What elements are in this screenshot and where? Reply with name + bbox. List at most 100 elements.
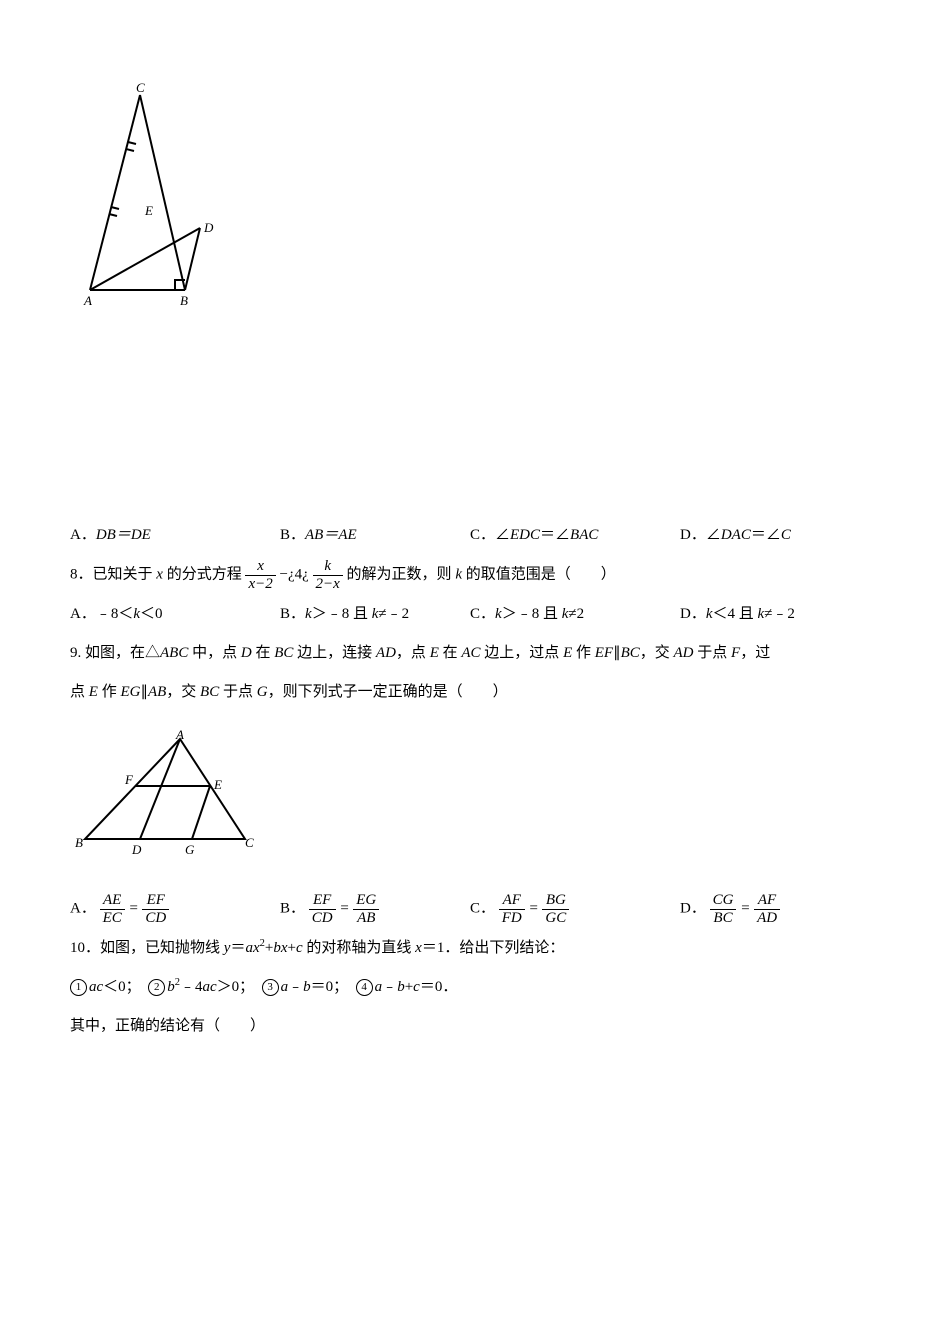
fraction: AFAD	[754, 892, 780, 926]
opt-tail: ≠﹣2	[764, 606, 795, 622]
denominator: CD	[309, 910, 336, 927]
q9-stem-line1: 9. 如图，在△ABC 中，点 D 在 BC 边上，连接 AD，点 E 在 AC…	[70, 637, 880, 670]
v: E	[430, 645, 439, 661]
fraction: AEEC	[100, 892, 125, 926]
fraction: AFFD	[499, 892, 525, 926]
opt-label: B．	[280, 527, 305, 543]
opt-label: D．∠	[680, 527, 721, 543]
v: ac	[89, 979, 103, 995]
t: ＝1．给出下列结论：	[422, 940, 565, 956]
numerator: AF	[754, 892, 780, 910]
opt-math: AB＝AE	[305, 527, 357, 543]
t: 中，点	[188, 645, 241, 661]
opt-label: D．	[680, 900, 706, 916]
denominator: AB	[353, 910, 379, 927]
v: F	[731, 645, 740, 661]
fraction: CGBC	[710, 892, 737, 926]
t: ∥	[140, 684, 148, 700]
circle-number-icon: 1	[70, 979, 87, 996]
label-f: F	[124, 772, 134, 787]
denominator: GC	[542, 910, 569, 927]
opt-label: A．	[70, 527, 96, 543]
opt-label: A．﹣8＜	[70, 606, 133, 622]
t: 作	[98, 684, 121, 700]
triangle-svg: A B C D E F G	[70, 729, 260, 859]
q7-figure: C A B D E	[70, 80, 880, 323]
q10-stem-line1: 10．如图，已知抛物线 y＝ax2+bx+c 的对称轴为直线 x＝1．给出下列结…	[70, 932, 880, 965]
t: 边上，连接	[293, 645, 376, 661]
q8-text: −¿4¿	[279, 566, 308, 582]
v: AB	[148, 684, 166, 700]
opt-tail: ＜0	[140, 606, 163, 622]
q8-opt-c: C．k＞﹣8 且 k≠2	[470, 598, 670, 631]
label-b: B	[180, 293, 188, 308]
denominator: AD	[754, 910, 780, 927]
t: ＝	[230, 940, 245, 956]
fraction: EFCD	[142, 892, 169, 926]
t: 在	[439, 645, 462, 661]
numerator: x	[245, 558, 275, 576]
q7-options: A．DB＝DE B．AB＝AE C．∠EDC＝∠BAC D．∠DAC＝∠C	[70, 519, 880, 552]
opt-label: D．	[680, 606, 706, 622]
denominator: BC	[710, 910, 737, 927]
v: ax	[245, 940, 259, 956]
numerator: CG	[710, 892, 737, 910]
v: BC	[200, 684, 219, 700]
q7-opt-b: B．AB＝AE	[280, 519, 460, 552]
q8-opt-a: A．﹣8＜k＜0	[70, 598, 270, 631]
q8-opt-d: D．k＜4 且 k≠﹣2	[680, 598, 880, 631]
v: EF	[595, 645, 613, 661]
fraction: k2−x	[313, 558, 343, 592]
circle-number-icon: 4	[356, 979, 373, 996]
label-a: A	[175, 729, 184, 742]
opt-label: C．∠	[470, 527, 510, 543]
denominator: FD	[499, 910, 525, 927]
opt-label: A．	[70, 900, 96, 916]
opt-tail: ≠2	[568, 606, 584, 622]
opt-mid: ＜4 且	[713, 606, 758, 622]
v: AD	[376, 645, 396, 661]
var-k: k	[133, 606, 140, 622]
t: ＝0；	[311, 979, 349, 995]
t: 边上，过点	[481, 645, 564, 661]
opt-tail: ≠﹣2	[378, 606, 409, 622]
q7-opt-d: D．∠DAC＝∠C	[680, 519, 880, 552]
numerator: k	[313, 558, 343, 576]
numerator: EF	[142, 892, 169, 910]
t: 9. 如图，在△	[70, 645, 160, 661]
q9-opt-b: B． EFCD = EGAB	[280, 892, 460, 926]
t: ＝0．	[420, 979, 458, 995]
label-a: A	[83, 293, 92, 308]
var-x: x	[156, 566, 163, 582]
numerator: EG	[353, 892, 379, 910]
v: c	[413, 979, 420, 995]
q7-opt-a: A．DB＝DE	[70, 519, 270, 552]
t: ∥	[613, 645, 621, 661]
v: D	[241, 645, 252, 661]
eq: =	[529, 900, 539, 916]
q9-options: A． AEEC = EFCD B． EFCD = EGAB C． AFFD = …	[70, 892, 880, 926]
opt-mid: ＞﹣8 且	[502, 606, 562, 622]
label-d: D	[203, 220, 214, 235]
q8-opt-b: B．k＞﹣8 且 k≠﹣2	[280, 598, 460, 631]
t: 点	[70, 684, 89, 700]
denominator: CD	[142, 910, 169, 927]
q8-stem: 8．已知关于 x 的分式方程 xx−2 −¿4¿ k2−x 的解为正数，则 k …	[70, 558, 880, 592]
var-k: k	[495, 606, 502, 622]
opt-label: B．	[280, 900, 305, 916]
t: ＜0；	[103, 979, 141, 995]
opt-math: C	[781, 527, 791, 543]
t: ﹣	[288, 979, 303, 995]
v: E	[89, 684, 98, 700]
q10-stem-line3: 其中，正确的结论有（ ）	[70, 1010, 880, 1043]
eq: =	[129, 900, 139, 916]
t: ，交	[166, 684, 200, 700]
opt-label: C．	[470, 606, 495, 622]
fraction: BGGC	[542, 892, 569, 926]
q8-options: A．﹣8＜k＜0 B．k＞﹣8 且 k≠﹣2 C．k＞﹣8 且 k≠2 D．k＜…	[70, 598, 880, 631]
opt-mid: ＝∠	[751, 527, 781, 543]
triangle-svg: C A B D E	[70, 80, 220, 310]
q8-text: 的分式方程	[163, 566, 242, 582]
label-e: E	[144, 203, 153, 218]
numerator: BG	[542, 892, 569, 910]
